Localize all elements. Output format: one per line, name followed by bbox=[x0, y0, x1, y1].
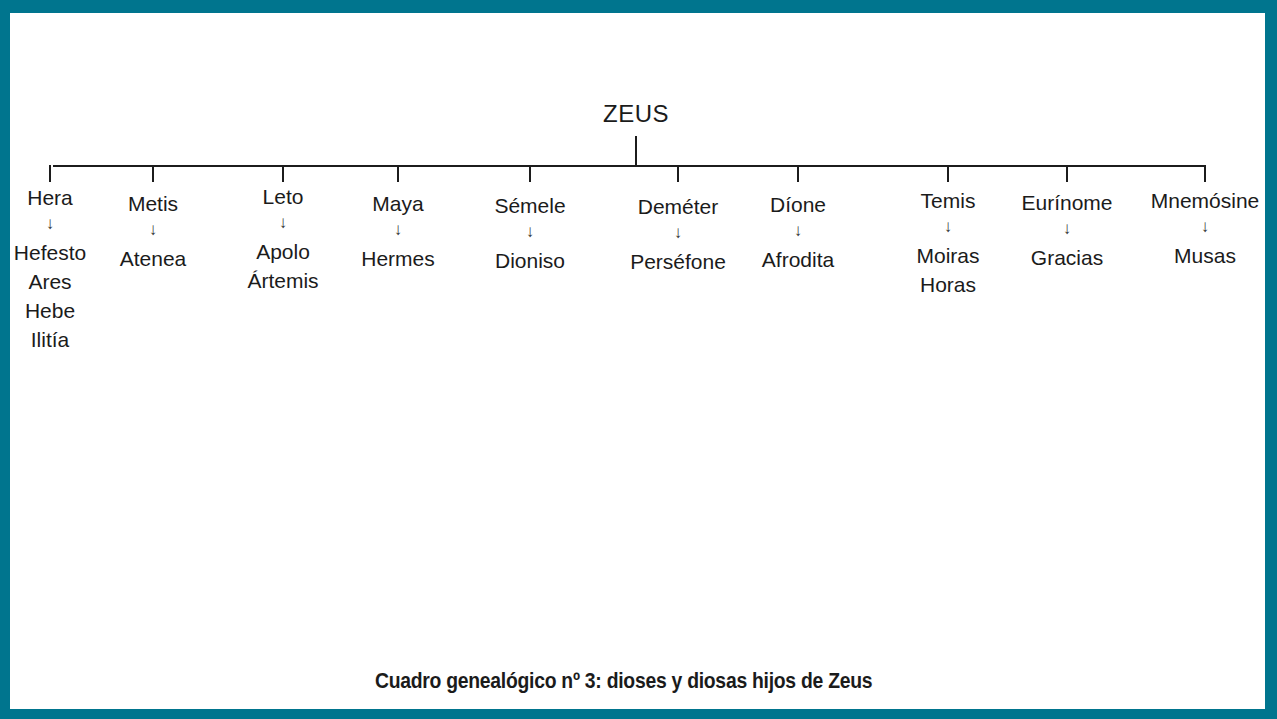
branch-column-8: Eurínome ↓ Gracias bbox=[992, 165, 1142, 272]
branch-column-3: Maya ↓ Hermes bbox=[323, 165, 473, 273]
children-list: Dioniso bbox=[455, 246, 605, 275]
branch-tick-line bbox=[797, 165, 799, 182]
branch-column-4: Sémele ↓ Dioniso bbox=[455, 165, 605, 275]
children-list: Gracias bbox=[992, 243, 1142, 272]
child-name: Dioniso bbox=[455, 246, 605, 275]
child-name: Atenea bbox=[78, 244, 228, 273]
children-list: Afrodita bbox=[723, 245, 873, 274]
branch-column-6: Díone ↓ Afrodita bbox=[723, 165, 873, 274]
down-arrow-icon: ↓ bbox=[455, 222, 605, 242]
diagram-caption: Cuadro genealógico nº 3: dioses y diosas… bbox=[10, 668, 1237, 694]
children-list: Hermes bbox=[323, 244, 473, 273]
child-name: Horas bbox=[873, 270, 1023, 299]
branch-tick-line bbox=[529, 165, 531, 182]
branch-tick-line bbox=[397, 165, 399, 182]
children-list: Musas bbox=[1130, 241, 1277, 270]
down-arrow-icon: ↓ bbox=[992, 219, 1142, 239]
branch-tick-line bbox=[1066, 165, 1068, 182]
consort-name: Maya bbox=[323, 191, 473, 217]
diagram-caption-text: Cuadro genealógico nº 3: dioses y diosas… bbox=[375, 668, 872, 694]
child-name: Hermes bbox=[323, 244, 473, 273]
down-arrow-icon: ↓ bbox=[723, 221, 873, 241]
branch-tick-line bbox=[947, 165, 949, 182]
genealogy-chart: ZEUS Hera↓HefestoAresHebeIlitíaMetis↓Ate… bbox=[0, 0, 1277, 719]
root-stem-line bbox=[635, 136, 637, 165]
child-name: Musas bbox=[1130, 241, 1277, 270]
child-name: Hebe bbox=[0, 296, 125, 325]
child-name: Afrodita bbox=[723, 245, 873, 274]
branch-tick-line bbox=[152, 165, 154, 182]
consort-name: Eurínome bbox=[992, 190, 1142, 216]
branch-tick-line bbox=[677, 165, 679, 182]
branch-column-1: Metis ↓ Atenea bbox=[78, 165, 228, 273]
consort-name: Metis bbox=[78, 191, 228, 217]
root-node-label: ZEUS bbox=[603, 100, 669, 128]
child-name: Ilitía bbox=[0, 325, 125, 354]
down-arrow-icon: ↓ bbox=[1130, 217, 1277, 237]
consort-name: Díone bbox=[723, 192, 873, 218]
down-arrow-icon: ↓ bbox=[78, 220, 228, 240]
child-name: Gracias bbox=[992, 243, 1142, 272]
branch-tick-line bbox=[49, 165, 51, 182]
branch-column-9: Mnemósine ↓ Musas bbox=[1130, 165, 1277, 270]
branch-tick-line bbox=[1204, 165, 1206, 182]
consort-name: Sémele bbox=[455, 193, 605, 219]
children-list: Atenea bbox=[78, 244, 228, 273]
down-arrow-icon: ↓ bbox=[323, 220, 473, 240]
consort-name: Mnemósine bbox=[1130, 188, 1277, 214]
branch-tick-line bbox=[282, 165, 284, 182]
